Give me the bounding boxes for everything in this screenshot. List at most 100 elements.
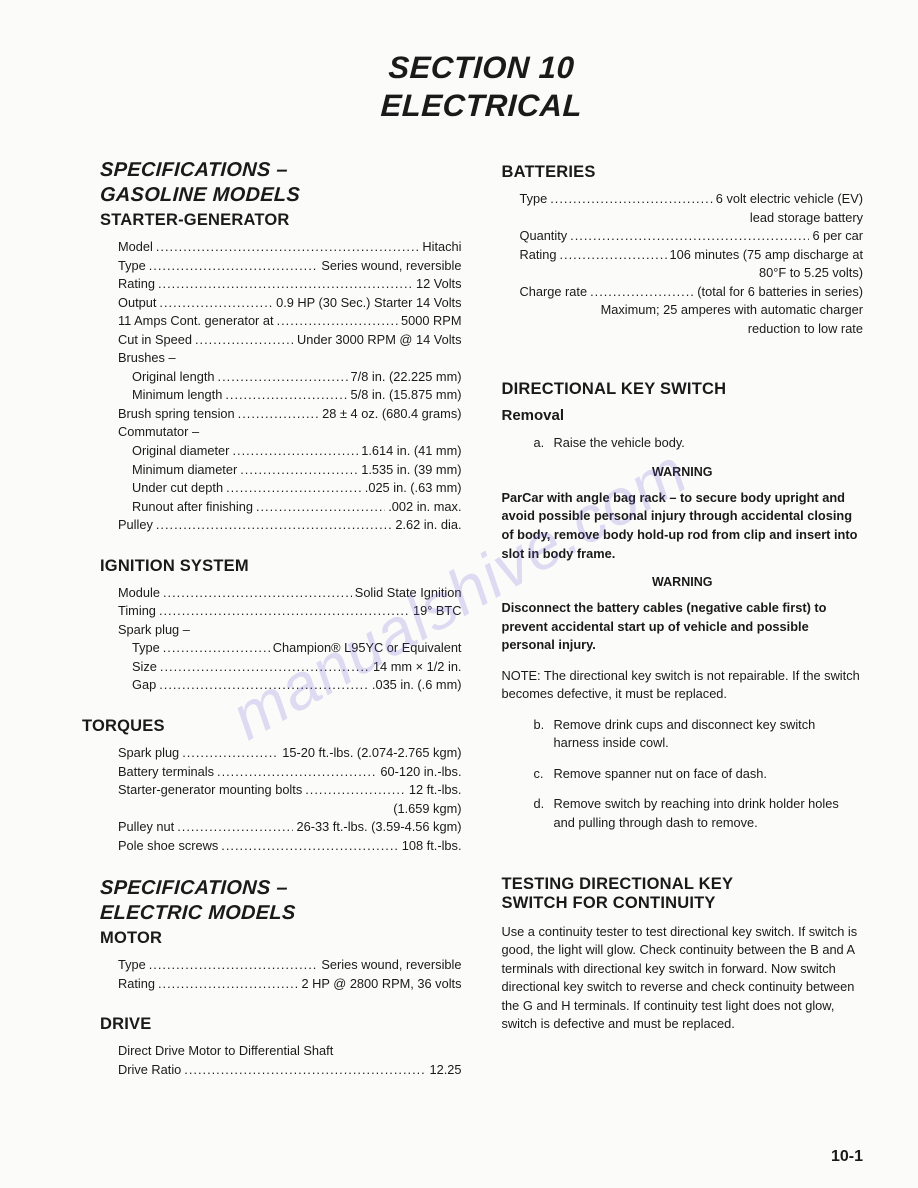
step-c: c. Remove spanner nut on face of dash. xyxy=(502,765,864,784)
specs-gasoline-heading-2: GASOLINE MODELS xyxy=(99,184,462,207)
spec-continuation: 80°F to 5.25 volts) xyxy=(520,264,864,283)
spec-value: Series wound, reversible xyxy=(321,956,461,975)
spark-plug-label: Spark plug – xyxy=(118,621,462,640)
spec-label: Pole shoe screws xyxy=(118,837,218,856)
left-column: SPECIFICATIONS – GASOLINE MODELS STARTER… xyxy=(100,159,462,1102)
step-text: Remove switch by reaching into drink hol… xyxy=(554,795,864,832)
spec-label: Drive Ratio xyxy=(118,1061,181,1080)
spec-label: Type xyxy=(520,190,548,209)
spec-label: Brush spring tension xyxy=(118,405,235,424)
spec-value: 6 per car xyxy=(812,227,863,246)
spec-value: 108 ft.-lbs. xyxy=(402,837,462,856)
spec-label: Type xyxy=(118,956,146,975)
specs-gasoline-heading-1: SPECIFICATIONS – xyxy=(99,159,462,182)
spec-label: Type xyxy=(132,639,160,658)
right-column: BATTERIES Type6 volt electric vehicle (E… xyxy=(502,159,864,1102)
specs-electric-heading-2: ELECTRIC MODELS xyxy=(99,902,462,925)
spec-value: 15-20 ft.-lbs. (2.074-2.765 kgm) xyxy=(282,744,461,763)
section-number: SECTION 10 xyxy=(99,50,864,86)
step-letter: a. xyxy=(534,434,554,453)
spec-label: Cut in Speed xyxy=(118,331,192,350)
spec-label: Starter-generator mounting bolts xyxy=(118,781,302,800)
drive-heading: DRIVE xyxy=(100,1015,462,1034)
spec-label: Rating xyxy=(118,275,155,294)
spec-value: 6 volt electric vehicle (EV) xyxy=(716,190,863,209)
testing-heading-1: TESTING DIRECTIONAL KEY xyxy=(502,875,864,894)
removal-heading: Removal xyxy=(502,407,864,424)
spec-continuation: Maximum; 25 amperes with automatic charg… xyxy=(520,301,864,320)
drive-specs: Direct Drive Motor to Differential Shaft… xyxy=(118,1042,462,1079)
spec-label: Spark plug xyxy=(118,744,179,763)
step-text: Remove drink cups and disconnect key swi… xyxy=(554,716,864,753)
torques-heading: TORQUES xyxy=(82,717,462,736)
spec-label: Type xyxy=(118,257,146,276)
warning-text-2: Disconnect the battery cables (negative … xyxy=(502,599,864,655)
spec-value: 26-33 ft.-lbs. (3.59-4.56 kgm) xyxy=(296,818,461,837)
torques-specs: Spark plug 15-20 ft.-lbs. (2.074-2.765 kg… xyxy=(118,744,462,855)
spec-value: 1.614 in. (41 mm) xyxy=(361,442,461,461)
two-column-layout: SPECIFICATIONS – GASOLINE MODELS STARTER… xyxy=(100,159,863,1102)
motor-specs: Type Series wound, reversible Rating 2 HP … xyxy=(118,956,462,993)
spec-value: Solid State Ignition xyxy=(355,584,462,603)
spec-label: Quantity xyxy=(520,227,568,246)
batteries-specs: Type 6 volt electric vehicle (EV) lead st… xyxy=(520,190,864,338)
spec-label: Original length xyxy=(132,368,215,387)
spec-value: 12 ft.-lbs. xyxy=(409,781,462,800)
spec-value: 14 mm × 1/2 in. xyxy=(373,658,462,677)
step-a: a. Raise the vehicle body. xyxy=(502,434,864,453)
spec-value: 12.25 xyxy=(429,1061,461,1080)
spec-label: Battery terminals xyxy=(118,763,214,782)
spec-value: 7/8 in. (22.225 mm) xyxy=(351,368,462,387)
spec-continuation: (1.659 kgm) xyxy=(118,800,462,819)
spec-label: Model xyxy=(118,238,153,257)
motor-heading: MOTOR xyxy=(100,929,462,948)
spec-value: 12 Volts xyxy=(416,275,462,294)
spec-label: Charge rate xyxy=(520,283,588,302)
step-letter: b. xyxy=(534,716,554,753)
spec-label: Under cut depth xyxy=(132,479,223,498)
spec-value: 19° BTC xyxy=(413,602,462,621)
spec-value: Series wound, reversible xyxy=(321,257,461,276)
specs-electric-heading-1: SPECIFICATIONS – xyxy=(99,877,462,900)
testing-heading-2: SWITCH FOR CONTINUITY xyxy=(502,894,864,913)
step-text: Raise the vehicle body. xyxy=(554,434,864,453)
section-name: ELECTRICAL xyxy=(99,88,864,124)
warning-label: WARNING xyxy=(502,465,864,479)
commutator-label: Commutator – xyxy=(118,423,462,442)
spec-label: Rating xyxy=(118,975,155,994)
testing-heading-block: TESTING DIRECTIONAL KEY SWITCH FOR CONTI… xyxy=(502,875,864,913)
spec-label: Runout after finishing xyxy=(132,498,253,517)
spec-value: 60-120 in.-lbs. xyxy=(380,763,461,782)
spec-label: Gap xyxy=(132,676,156,695)
starter-generator-heading: STARTER-GENERATOR xyxy=(100,211,462,230)
spec-value: Champion® L95YC or Equivalent xyxy=(273,639,462,658)
spec-value: Hitachi xyxy=(422,238,461,257)
spec-continuation: reduction to low rate xyxy=(520,320,864,339)
brushes-label: Brushes – xyxy=(118,349,462,368)
page: manualshive.com SECTION 10 ELECTRICAL SP… xyxy=(0,0,918,1188)
spec-label: Pulley nut xyxy=(118,818,174,837)
warning-text-1: ParCar with angle bag rack – to secure b… xyxy=(502,489,864,563)
warning-label: WARNING xyxy=(502,575,864,589)
ignition-specs: ModuleSolid State Ignition Timing19° BTC… xyxy=(118,584,462,695)
spec-value: 5000 RPM xyxy=(401,312,461,331)
spec-label: Original diameter xyxy=(132,442,229,461)
spec-value: .025 in. (.63 mm) xyxy=(365,479,462,498)
drive-description: Direct Drive Motor to Differential Shaft xyxy=(118,1042,462,1061)
step-text: Remove spanner nut on face of dash. xyxy=(554,765,864,784)
note-text: NOTE: The directional key switch is not … xyxy=(502,667,864,704)
step-letter: d. xyxy=(534,795,554,832)
dks-heading: DIRECTIONAL KEY SWITCH xyxy=(502,380,864,399)
spec-value: .002 in. max. xyxy=(388,498,461,517)
spec-continuation: lead storage battery xyxy=(520,209,864,228)
spec-label: Output xyxy=(118,294,156,313)
spec-label: Minimum length xyxy=(132,386,222,405)
spec-label: Rating xyxy=(520,246,557,265)
step-letter: c. xyxy=(534,765,554,784)
spec-value: 106 minutes (75 amp discharge at xyxy=(670,246,863,265)
spec-value: 28 ± 4 oz. (680.4 grams) xyxy=(322,405,461,424)
spec-value: (total for 6 batteries in series) xyxy=(697,283,863,302)
spec-label: Timing xyxy=(118,602,156,621)
spec-value: 2 HP @ 2800 RPM, 36 volts xyxy=(302,975,462,994)
spec-value: 2.62 in. dia. xyxy=(395,516,461,535)
